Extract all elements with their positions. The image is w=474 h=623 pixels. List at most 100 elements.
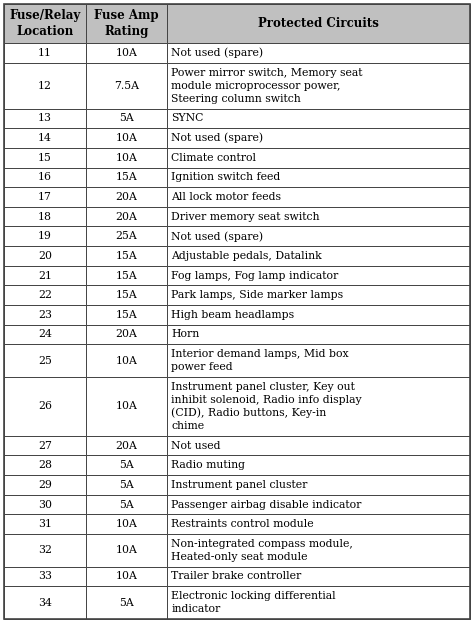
Text: Passenger airbag disable indicator: Passenger airbag disable indicator bbox=[171, 500, 362, 510]
Bar bbox=[4, 534, 85, 567]
Text: 5A: 5A bbox=[119, 113, 134, 123]
Bar bbox=[85, 475, 167, 495]
Bar bbox=[85, 345, 167, 377]
Text: 5A: 5A bbox=[119, 480, 134, 490]
Text: 31: 31 bbox=[38, 519, 52, 529]
Text: 19: 19 bbox=[38, 231, 52, 241]
Text: 23: 23 bbox=[38, 310, 52, 320]
Text: Interior demand lamps, Mid box
power feed: Interior demand lamps, Mid box power fee… bbox=[171, 349, 349, 372]
Bar bbox=[4, 515, 85, 534]
Text: 15: 15 bbox=[38, 153, 52, 163]
Text: 34: 34 bbox=[38, 597, 52, 607]
Bar bbox=[167, 436, 470, 455]
Bar bbox=[85, 4, 167, 43]
Bar bbox=[167, 285, 470, 305]
Bar bbox=[167, 4, 470, 43]
Bar bbox=[167, 534, 470, 567]
Text: 28: 28 bbox=[38, 460, 52, 470]
Bar bbox=[167, 345, 470, 377]
Bar bbox=[167, 586, 470, 619]
Bar bbox=[167, 265, 470, 285]
Text: 10A: 10A bbox=[115, 48, 137, 58]
Bar bbox=[167, 475, 470, 495]
Text: 17: 17 bbox=[38, 192, 52, 202]
Text: 21: 21 bbox=[38, 270, 52, 280]
Text: 11: 11 bbox=[38, 48, 52, 58]
Text: Not used (spare): Not used (spare) bbox=[171, 48, 263, 59]
Bar bbox=[4, 43, 85, 63]
Text: Horn: Horn bbox=[171, 330, 200, 340]
Bar bbox=[85, 515, 167, 534]
Bar bbox=[4, 495, 85, 515]
Text: Adjustable pedals, Datalink: Adjustable pedals, Datalink bbox=[171, 251, 322, 261]
Bar bbox=[85, 285, 167, 305]
Bar bbox=[167, 108, 470, 128]
Bar bbox=[4, 187, 85, 207]
Bar bbox=[85, 63, 167, 108]
Text: 15A: 15A bbox=[116, 290, 137, 300]
Bar bbox=[85, 586, 167, 619]
Bar bbox=[167, 63, 470, 108]
Text: 26: 26 bbox=[38, 401, 52, 411]
Bar bbox=[85, 128, 167, 148]
Bar bbox=[85, 207, 167, 226]
Text: 20A: 20A bbox=[115, 212, 137, 222]
Bar bbox=[4, 128, 85, 148]
Text: 7.5A: 7.5A bbox=[114, 81, 139, 91]
Bar bbox=[167, 495, 470, 515]
Bar bbox=[167, 455, 470, 475]
Text: Instrument panel cluster, Key out
inhibit solenoid, Radio info display
(CID), Ra: Instrument panel cluster, Key out inhibi… bbox=[171, 382, 362, 431]
Bar bbox=[167, 325, 470, 345]
Bar bbox=[85, 148, 167, 168]
Bar bbox=[85, 305, 167, 325]
Text: Driver memory seat switch: Driver memory seat switch bbox=[171, 212, 319, 222]
Text: 29: 29 bbox=[38, 480, 52, 490]
Text: High beam headlamps: High beam headlamps bbox=[171, 310, 294, 320]
Text: Electronic locking differential
indicator: Electronic locking differential indicato… bbox=[171, 591, 336, 614]
Text: 5A: 5A bbox=[119, 460, 134, 470]
Text: 27: 27 bbox=[38, 440, 52, 450]
Bar bbox=[167, 567, 470, 586]
Bar bbox=[4, 586, 85, 619]
Text: Not used: Not used bbox=[171, 440, 220, 450]
Bar bbox=[4, 4, 85, 43]
Text: 12: 12 bbox=[38, 81, 52, 91]
Text: 14: 14 bbox=[38, 133, 52, 143]
Bar bbox=[4, 148, 85, 168]
Bar bbox=[85, 226, 167, 246]
Bar bbox=[85, 187, 167, 207]
Bar bbox=[4, 325, 85, 345]
Bar bbox=[85, 246, 167, 265]
Text: 10A: 10A bbox=[115, 401, 137, 411]
Text: Ignition switch feed: Ignition switch feed bbox=[171, 173, 280, 183]
Bar bbox=[85, 495, 167, 515]
Bar bbox=[167, 128, 470, 148]
Bar bbox=[85, 43, 167, 63]
Text: All lock motor feeds: All lock motor feeds bbox=[171, 192, 281, 202]
Text: Instrument panel cluster: Instrument panel cluster bbox=[171, 480, 308, 490]
Bar bbox=[4, 63, 85, 108]
Text: Fog lamps, Fog lamp indicator: Fog lamps, Fog lamp indicator bbox=[171, 270, 338, 280]
Text: SYNC: SYNC bbox=[171, 113, 203, 123]
Bar bbox=[4, 345, 85, 377]
Text: 30: 30 bbox=[38, 500, 52, 510]
Bar bbox=[85, 325, 167, 345]
Bar bbox=[4, 265, 85, 285]
Bar bbox=[4, 108, 85, 128]
Text: Not used (spare): Not used (spare) bbox=[171, 133, 263, 143]
Text: Radio muting: Radio muting bbox=[171, 460, 245, 470]
Text: 20A: 20A bbox=[115, 330, 137, 340]
Text: Fuse Amp
Rating: Fuse Amp Rating bbox=[94, 9, 159, 39]
Text: Protected Circuits: Protected Circuits bbox=[258, 17, 379, 30]
Text: 15A: 15A bbox=[116, 310, 137, 320]
Text: Restraints control module: Restraints control module bbox=[171, 519, 314, 529]
Bar bbox=[167, 207, 470, 226]
Text: 33: 33 bbox=[38, 571, 52, 581]
Text: 5A: 5A bbox=[119, 597, 134, 607]
Text: 20: 20 bbox=[38, 251, 52, 261]
Text: Park lamps, Side marker lamps: Park lamps, Side marker lamps bbox=[171, 290, 343, 300]
Bar bbox=[167, 515, 470, 534]
Bar bbox=[4, 226, 85, 246]
Bar bbox=[4, 377, 85, 436]
Bar bbox=[85, 567, 167, 586]
